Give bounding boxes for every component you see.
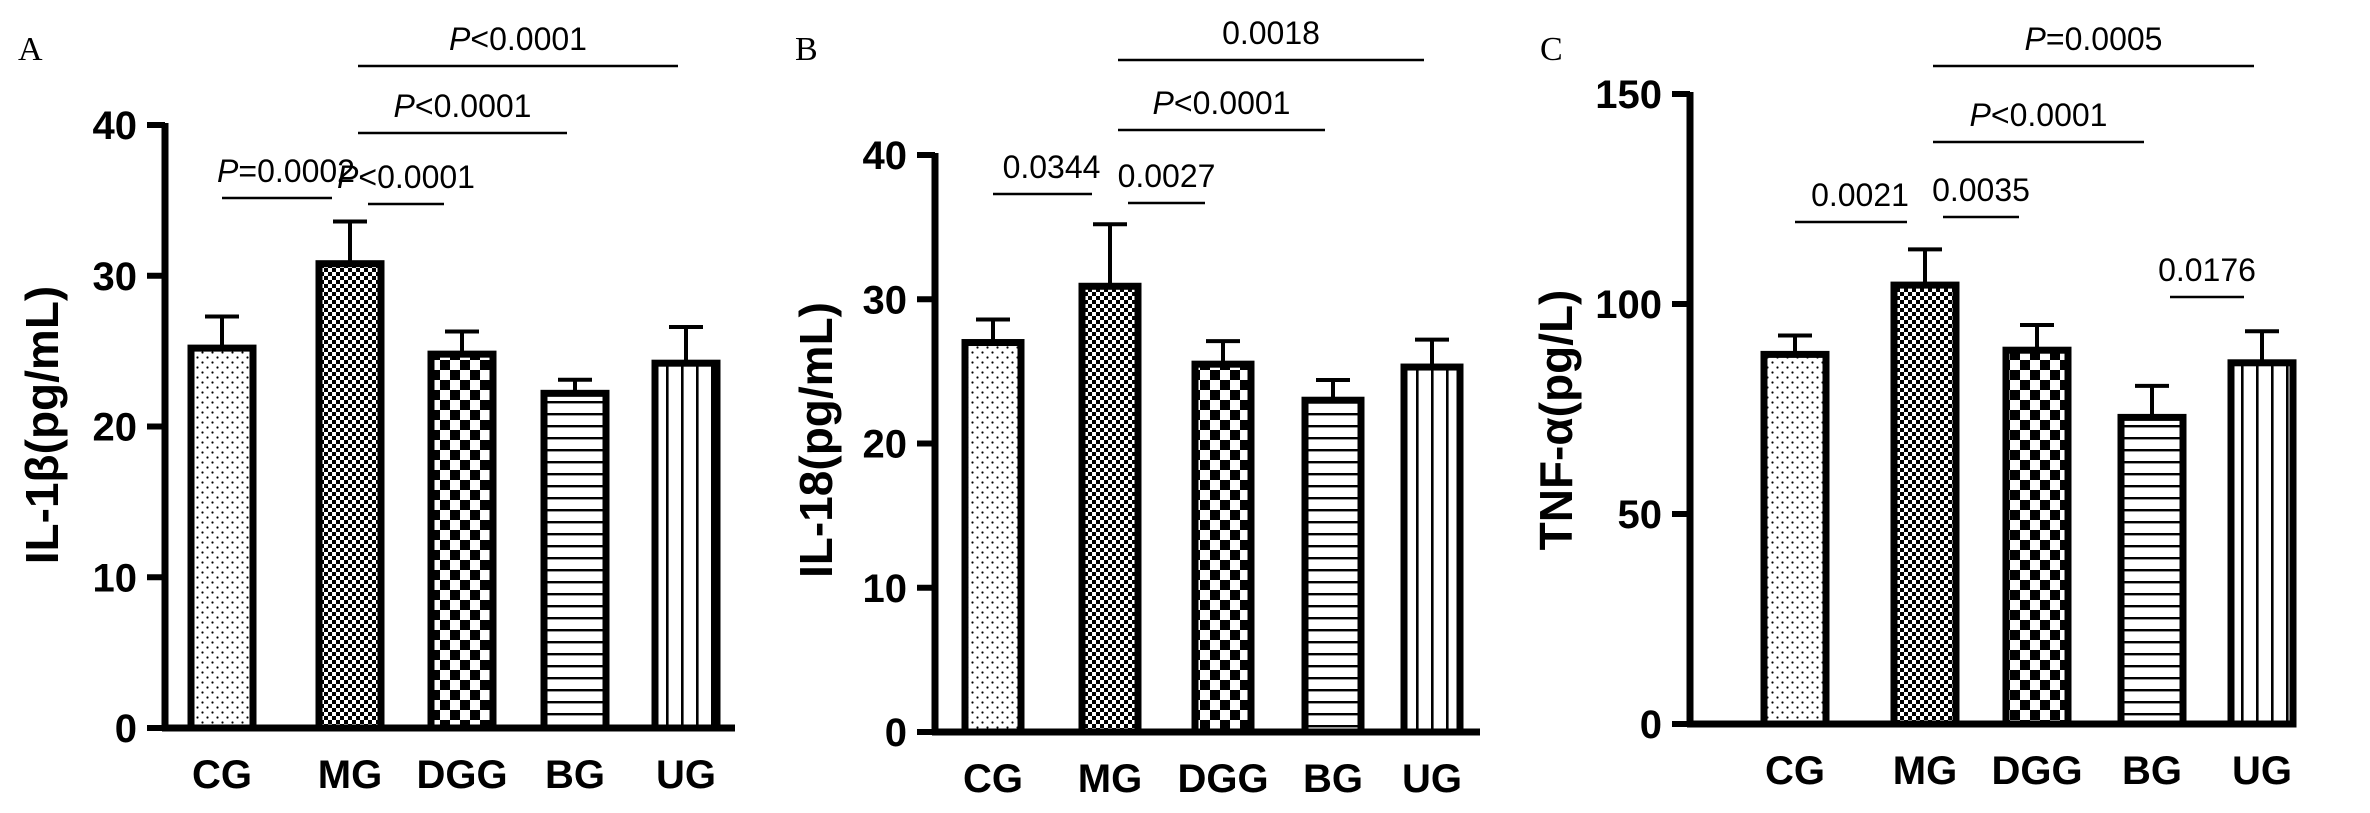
y-tick-label: 40 (863, 134, 908, 178)
y-tick-label: 10 (93, 556, 138, 600)
comparison-label: 0.0176 (2158, 252, 2256, 288)
comparison-label: 0.0344 (1003, 149, 1101, 185)
y-tick-label: 20 (863, 423, 908, 467)
p-value: <0.0001 (415, 88, 532, 124)
p-symbol: P (217, 153, 239, 189)
y-tick-label: 30 (863, 278, 908, 322)
comparison-label: P=0.0002 (217, 153, 355, 189)
p-value: 0.0035 (1932, 172, 2030, 208)
x-tick-label: DGG (416, 753, 507, 797)
comparison-label: 0.0021 (1811, 177, 1909, 213)
p-symbol: P (337, 159, 359, 195)
x-tick-label: DGG (1177, 757, 1268, 801)
x-tick-label: BG (2122, 749, 2182, 793)
y-tick-label: 50 (1618, 493, 1663, 537)
y-tick-label: 0 (1640, 703, 1662, 747)
panel-b: B IL-18(pg/mL) 0 10 20 30 40 CG MG DGG BG UG 0.034… (790, 15, 1480, 801)
x-tick-label: CG (192, 753, 252, 797)
comparison-label: P<0.0001 (394, 88, 532, 124)
p-value: <0.0001 (1174, 85, 1291, 121)
panel-b-ylabel: IL-18(pg/mL) (790, 302, 842, 578)
p-symbol: P (1970, 97, 1992, 133)
y-tick-label: 0 (115, 707, 137, 751)
comparison-label: P<0.0001 (449, 21, 587, 57)
y-tick-label: 10 (863, 567, 908, 611)
panel-letter-c: C (1540, 31, 1563, 68)
bar (1400, 363, 1464, 736)
panel-b-plot: 0 10 20 30 40 CG MG DGG BG UG 0.0344 0.0027 P<0.0001… (863, 15, 1480, 801)
bar (2117, 413, 2187, 728)
bar (427, 350, 497, 732)
x-tick-label: MG (1893, 749, 1957, 793)
panel-letter-b: B (795, 31, 818, 68)
y-tick-label: 150 (1595, 73, 1662, 117)
comparison-label: 0.0027 (1118, 158, 1216, 194)
comparison-label: P<0.0001 (1153, 85, 1291, 121)
bar (2227, 359, 2297, 728)
p-symbol: P (2025, 21, 2047, 57)
x-tick-label: UG (656, 753, 716, 797)
p-value: <0.0001 (358, 159, 475, 195)
p-value: 0.0176 (2158, 252, 2256, 288)
p-value: 0.0018 (1222, 15, 1320, 51)
bar (315, 260, 385, 732)
comparison-label: P=0.0005 (2025, 21, 2163, 57)
y-tick-label: 100 (1595, 283, 1662, 327)
panel-a-ylabel: IL-1β(pg/mL) (16, 286, 68, 564)
p-value: =0.0002 (238, 153, 355, 189)
p-symbol: P (394, 88, 416, 124)
p-symbol: P (449, 21, 471, 57)
x-tick-label: DGG (1991, 749, 2082, 793)
bar (2002, 346, 2072, 728)
bar (540, 389, 610, 732)
bar (187, 344, 257, 732)
comparison-label: 0.0018 (1222, 15, 1320, 51)
x-tick-label: MG (1078, 757, 1142, 801)
x-tick-label: UG (2232, 749, 2292, 793)
x-tick-label: UG (1402, 757, 1462, 801)
y-tick-label: 40 (93, 104, 138, 148)
p-value: <0.0001 (1991, 97, 2108, 133)
bar (1191, 360, 1255, 736)
y-tick-label: 30 (93, 255, 138, 299)
panel-letter-a: A (18, 31, 43, 68)
bar (1078, 282, 1142, 736)
y-tick-label: 20 (93, 406, 138, 450)
x-tick-label: BG (1303, 757, 1363, 801)
bar (1760, 350, 1830, 728)
y-tick-label: 0 (885, 711, 907, 755)
bar (961, 339, 1025, 736)
p-value: <0.0001 (470, 21, 587, 57)
panel-c: C TNF-α(pg/L) 0 50 100 150 CG MG DGG BG UG 0.0021… (1530, 21, 2297, 793)
comparison-label: 0.0035 (1932, 172, 2030, 208)
bar (651, 359, 721, 732)
p-value: 0.0021 (1811, 177, 1909, 213)
x-tick-label: CG (963, 757, 1023, 801)
bar (1890, 281, 1960, 728)
bar (1301, 396, 1365, 736)
p-value: =0.0005 (2046, 21, 2163, 57)
comparison-label: P<0.0001 (337, 159, 475, 195)
p-symbol: P (1153, 85, 1175, 121)
panel-c-ylabel: TNF-α(pg/L) (1530, 290, 1582, 551)
comparison-label: P<0.0001 (1970, 97, 2108, 133)
x-tick-label: MG (318, 753, 382, 797)
x-tick-label: BG (545, 753, 605, 797)
p-value: 0.0344 (1003, 149, 1101, 185)
p-value: 0.0027 (1118, 158, 1216, 194)
x-tick-label: CG (1765, 749, 1825, 793)
